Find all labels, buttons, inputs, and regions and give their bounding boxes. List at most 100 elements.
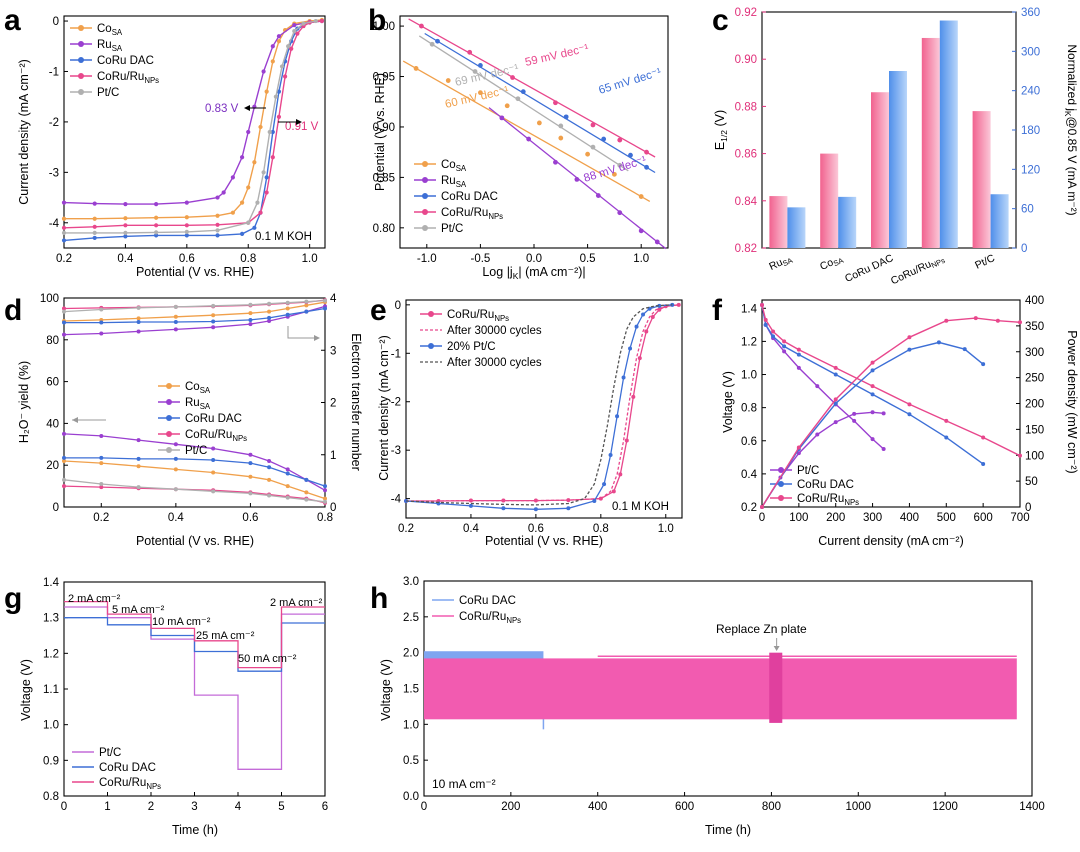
e-data-point bbox=[468, 498, 473, 503]
d-y2-tick-label: 0 bbox=[330, 502, 336, 514]
b-data-point bbox=[499, 115, 505, 121]
a-data-point bbox=[215, 213, 220, 218]
a-legend-item-label: CoRu/RuNPs bbox=[97, 71, 159, 85]
a-x-tick-label: 0.4 bbox=[117, 253, 134, 265]
f-power-point bbox=[815, 432, 820, 437]
e-data-point bbox=[608, 453, 613, 458]
g-series-line bbox=[64, 600, 325, 669]
panel-label-f: f bbox=[712, 294, 723, 327]
d-right-arrow bbox=[287, 326, 318, 339]
d-y2-tick-label: 2 bbox=[330, 398, 336, 410]
a-data-point bbox=[292, 29, 297, 34]
c-y-axis-label-sub: 1/2 bbox=[719, 130, 729, 142]
d-yield-point bbox=[248, 452, 253, 457]
b-data-point bbox=[644, 149, 649, 155]
d-legend-item-marker bbox=[166, 431, 172, 437]
plot-frame bbox=[405, 299, 683, 519]
a-data-point bbox=[252, 225, 257, 230]
f-y2-tick-label: 250 bbox=[1025, 373, 1044, 385]
b-data-point bbox=[612, 171, 617, 177]
f-voltage-point bbox=[833, 365, 838, 370]
c-y2-axis-label-tail: @0.85 V (mA m⁻²) bbox=[1065, 116, 1079, 215]
d-legend-item-marker bbox=[166, 383, 172, 389]
d-yield-point bbox=[211, 470, 216, 475]
b-legend-item-label-sub: SA bbox=[456, 164, 467, 173]
d-yield-point bbox=[136, 464, 141, 469]
b-x-tick-label: -0.5 bbox=[470, 253, 490, 265]
c-bar-jk bbox=[838, 196, 857, 248]
a-legend-item-label: Pt/C bbox=[97, 87, 119, 99]
d-n-point bbox=[285, 312, 290, 317]
e-annotation-electrolyte: 0.1 M KOH bbox=[612, 501, 669, 513]
b-data-point bbox=[472, 69, 478, 74]
f-voltage-point bbox=[782, 349, 787, 354]
f-power-point bbox=[936, 340, 941, 345]
g-legend-item-label-main: CoRu/Ru bbox=[99, 777, 146, 789]
d-yield-point bbox=[173, 487, 178, 492]
f-y-axis-label: Voltage (V) bbox=[721, 371, 735, 433]
panel-label-e: e bbox=[370, 294, 387, 327]
b-data-point bbox=[419, 23, 424, 29]
b-y-tick-label: 0.80 bbox=[373, 223, 395, 235]
b-x-tick-label: 0.0 bbox=[526, 253, 542, 265]
d-yield-point bbox=[99, 485, 104, 490]
b-x-tick-label: 1.0 bbox=[633, 253, 649, 265]
f-y2-tick-label: 100 bbox=[1025, 450, 1044, 462]
b-legend-item-label-main: CoRu DAC bbox=[441, 191, 498, 203]
f-legend-item-label-sub: NPs bbox=[844, 498, 859, 507]
g-y-tick-label: 0.8 bbox=[43, 791, 59, 803]
c-y-tick-label: 0.92 bbox=[735, 7, 757, 19]
c-bar-e12 bbox=[921, 37, 940, 249]
a-data-point bbox=[276, 89, 282, 94]
d-yield-point bbox=[285, 484, 290, 489]
a-legend-item-marker bbox=[78, 89, 84, 95]
c-category-label: Pt/C bbox=[973, 252, 997, 272]
d-yield-point bbox=[62, 431, 66, 436]
b-data-point bbox=[563, 114, 569, 120]
d-n-point bbox=[211, 325, 216, 330]
g-x-tick-label: 4 bbox=[235, 801, 242, 813]
c-y-axis-label: E1/2 (V) bbox=[713, 110, 729, 150]
d-legend-item-marker bbox=[166, 415, 172, 421]
a-data-point bbox=[215, 228, 220, 233]
e-data-point bbox=[637, 356, 642, 361]
f-power-point bbox=[995, 318, 1000, 323]
f-legend-item-label-main: Pt/C bbox=[797, 465, 819, 477]
a-data-point bbox=[184, 200, 189, 205]
d-yield-point bbox=[304, 490, 309, 495]
e-data-point bbox=[615, 414, 620, 419]
h-legend-item-label: CoRu DAC bbox=[459, 595, 516, 607]
a-annotation-091: 0.91 V bbox=[285, 121, 319, 133]
d-n-point bbox=[267, 309, 272, 314]
h-x-tick-label: 0 bbox=[421, 801, 427, 813]
d-yield-point bbox=[323, 496, 327, 501]
d-y2-tick-label: 3 bbox=[330, 345, 336, 357]
d-y-tick-label: 100 bbox=[40, 293, 59, 305]
d-y-tick-label: 0 bbox=[53, 502, 59, 514]
a-data-point bbox=[154, 202, 159, 207]
b-legend-item-label: CoRu/RuNPs bbox=[441, 207, 503, 221]
e-y-tick-label: 0 bbox=[395, 300, 401, 312]
g-current-step-label: 25 mA cm⁻² bbox=[196, 630, 255, 642]
d-yield-point bbox=[267, 493, 272, 498]
chart-panel-h: 0 200 400 600 800 1000 1200 1400 0.0 0.5 1.0 1.5 2.0… bbox=[379, 576, 1045, 837]
chart-panel-g: 0 1 2 3 4 5 6 0.8 0.9 1.0 1.1 1.2 1.3 1.4 Time (h) Volt… bbox=[19, 577, 328, 837]
a-series-line bbox=[63, 20, 322, 242]
b-legend-item-marker bbox=[422, 161, 428, 167]
b-legend-item-label-sub: SA bbox=[456, 180, 467, 189]
d-n-point bbox=[248, 317, 253, 322]
a-data-point bbox=[319, 18, 325, 24]
b-data-point bbox=[585, 151, 590, 157]
d-legend-item-label-sub: SA bbox=[200, 402, 211, 411]
f-legend-item-marker bbox=[778, 467, 784, 473]
d-legend-item-label-main: CoRu/Ru bbox=[185, 429, 232, 441]
d-legend-item-label-main: CoRu DAC bbox=[185, 413, 242, 425]
f-x-tick-label: 500 bbox=[937, 512, 956, 524]
d-yield-point bbox=[99, 482, 104, 487]
g-legend-item-label: CoRu DAC bbox=[99, 762, 156, 774]
c-y-axis-label-main: E bbox=[713, 142, 727, 150]
e-data-point bbox=[611, 489, 616, 494]
g-legend-item-label-main: Pt/C bbox=[99, 747, 121, 759]
a-data-point bbox=[215, 233, 220, 238]
h-y-tick-label: 0.5 bbox=[403, 755, 419, 767]
